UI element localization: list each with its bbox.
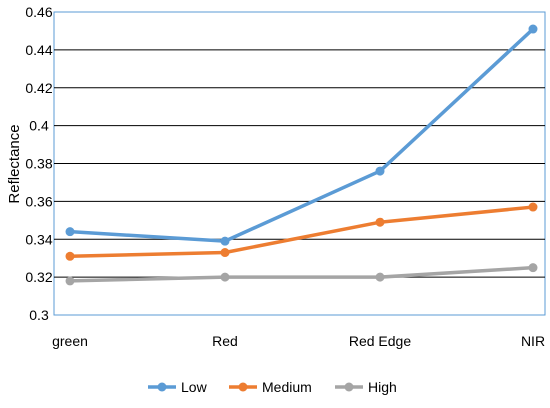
data-point bbox=[376, 273, 385, 282]
data-point bbox=[66, 276, 75, 285]
legend-label: Medium bbox=[262, 379, 312, 395]
series-lines bbox=[66, 25, 538, 286]
data-point bbox=[66, 252, 75, 261]
legend-item: Medium bbox=[229, 379, 312, 395]
x-tick-label: NIR bbox=[521, 333, 545, 349]
legend-item: High bbox=[335, 379, 397, 395]
series-high bbox=[66, 263, 538, 285]
data-point bbox=[376, 167, 385, 176]
data-point bbox=[221, 273, 230, 282]
y-tick-label: 0.4 bbox=[29, 118, 49, 134]
legend-label: Low bbox=[181, 379, 208, 395]
data-point bbox=[529, 263, 538, 272]
y-tick-label: 0.42 bbox=[25, 80, 52, 96]
y-axis-tick-labels: 0.3 0.32 0.34 0.36 0.38 0.4 0.42 0.44 0.46 bbox=[25, 4, 52, 323]
data-point bbox=[221, 237, 230, 246]
y-tick-label: 0.32 bbox=[25, 269, 52, 285]
legend-swatch-marker bbox=[239, 383, 248, 392]
y-tick-label: 0.36 bbox=[25, 193, 52, 209]
legend: Low Medium High bbox=[148, 379, 397, 395]
legend-swatch-marker bbox=[158, 383, 167, 392]
legend-label: High bbox=[368, 379, 397, 395]
legend-swatch-marker bbox=[345, 383, 354, 392]
x-tick-label: green bbox=[52, 333, 88, 349]
series-line bbox=[70, 207, 533, 256]
y-tick-label: 0.44 bbox=[25, 42, 52, 58]
series-medium bbox=[66, 203, 538, 261]
legend-item: Low bbox=[148, 379, 208, 395]
data-point bbox=[66, 227, 75, 236]
series-line bbox=[70, 29, 533, 241]
y-tick-label: 0.46 bbox=[25, 4, 52, 20]
y-tick-label: 0.34 bbox=[25, 231, 52, 247]
x-axis-tick-labels: green Red Red Edge NIR bbox=[52, 333, 545, 349]
y-tick-label: 0.3 bbox=[29, 307, 49, 323]
data-point bbox=[529, 203, 538, 212]
data-point bbox=[376, 218, 385, 227]
data-point bbox=[529, 25, 538, 34]
data-point bbox=[221, 248, 230, 257]
x-tick-label: Red bbox=[212, 333, 238, 349]
y-tick-label: 0.38 bbox=[25, 156, 52, 172]
y-axis-label: Reflectance bbox=[6, 124, 23, 203]
x-tick-label: Red Edge bbox=[349, 333, 411, 349]
series-line bbox=[70, 268, 533, 281]
